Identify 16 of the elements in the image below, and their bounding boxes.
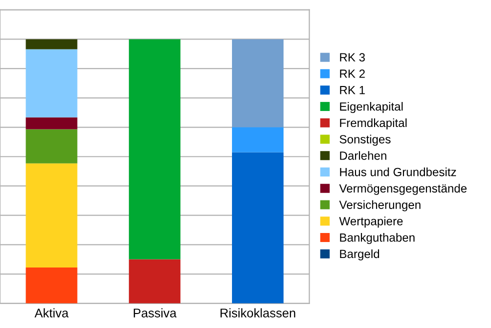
legend-label: Sonstiges (340, 134, 391, 146)
legend-label: Darlehen (340, 151, 386, 160)
x-tick-label: Passiva (134, 308, 177, 318)
x-tick-label: Risikoklassen (220, 308, 296, 318)
legend-label: Wertpapiere (339, 216, 403, 228)
legend-label: Fremdkapital (340, 118, 407, 130)
legend-label: Versicherungen (339, 200, 420, 212)
legend-label: RK 2 (340, 70, 365, 78)
legend-label: Vermögensgegenstände (339, 184, 467, 195)
legend-label: RK 1 (340, 86, 365, 94)
x-tick-label: Aktiva (34, 308, 69, 318)
legend-label: Bankguthaben (340, 233, 415, 244)
legend-label: Eigenkapital (340, 102, 403, 114)
legend-label: Haus und Grundbesitz (340, 168, 456, 176)
legend-label: Bargeld (340, 249, 380, 260)
legend-label: RK 3 (340, 53, 365, 62)
